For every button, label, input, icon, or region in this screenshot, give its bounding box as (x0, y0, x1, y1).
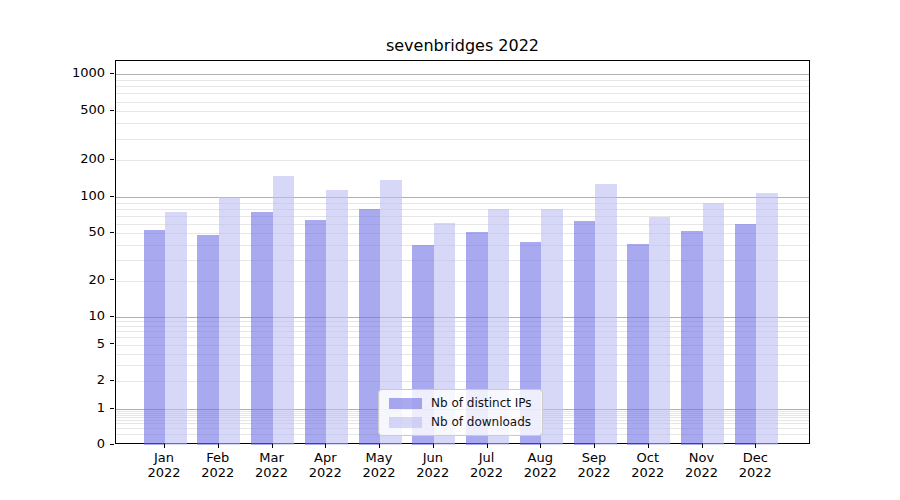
bar-downloads-mar (273, 176, 295, 445)
bar-downloads-apr (326, 190, 348, 445)
y-tick-label: 10 (31, 308, 105, 323)
x-tickmark (755, 444, 756, 448)
y-tick-label: 1000 (31, 65, 105, 80)
y-tick-label: 0 (31, 436, 105, 451)
y-tickmark (110, 159, 114, 160)
x-tickmark (487, 444, 488, 448)
gridline-minor (116, 123, 809, 124)
bar-ips-may (359, 209, 381, 445)
y-tickmark (110, 232, 114, 233)
gridline-minor (116, 93, 809, 94)
y-tick-label: 200 (31, 151, 105, 166)
y-tickmark (110, 380, 114, 381)
y-tick-label: 50 (31, 224, 105, 239)
y-tickmark (110, 343, 114, 344)
bar-ips-apr (305, 220, 327, 446)
figure: sevenbridges 2022 1000500200100502010521… (0, 0, 900, 500)
x-tickmark (540, 444, 541, 448)
bar-ips-mar (251, 212, 273, 445)
legend-swatch-downloads (389, 417, 422, 428)
bar-ips-dec (735, 224, 757, 445)
plot-area (115, 60, 810, 444)
bar-downloads-feb (219, 197, 241, 445)
legend: Nb of distinct IPs Nb of downloads (378, 389, 543, 436)
bar-downloads-jan (165, 212, 187, 445)
gridline-major (116, 74, 809, 75)
legend-item-distinct-ips: Nb of distinct IPs (389, 396, 532, 410)
bar-downloads-oct (649, 217, 671, 445)
bar-ips-jan (144, 230, 166, 445)
x-tickmark (218, 444, 219, 448)
legend-label-downloads: Nb of downloads (431, 415, 531, 429)
chart-title: sevenbridges 2022 (115, 36, 810, 55)
x-tickmark (594, 444, 595, 448)
gridline-minor (116, 80, 809, 81)
gridline-minor (116, 111, 809, 112)
y-tick-label: 5 (31, 336, 105, 351)
y-tick-label: 2 (31, 372, 105, 387)
y-tick-label: 100 (31, 188, 105, 203)
y-tickmark (110, 316, 114, 317)
x-tick-month: Dec (723, 450, 787, 465)
x-tickmark (702, 444, 703, 448)
bar-ips-nov (681, 231, 703, 445)
x-tick-year: 2022 (723, 465, 787, 480)
bar-downloads-dec (756, 193, 778, 445)
y-tickmark (110, 110, 114, 111)
bar-ips-feb (197, 235, 219, 445)
y-tick-label: 1 (31, 400, 105, 415)
gridline-minor (116, 86, 809, 87)
y-tick-label: 500 (31, 102, 105, 117)
x-tickmark (164, 444, 165, 448)
x-tickmark (433, 444, 434, 448)
gridline-minor (116, 102, 809, 103)
x-tickmark (272, 444, 273, 448)
legend-swatch-distinct-ips (389, 398, 422, 409)
gridline-minor (116, 139, 809, 140)
bar-downloads-nov (703, 203, 725, 446)
y-tick-label: 20 (31, 272, 105, 287)
y-tickmark (110, 279, 114, 280)
bar-downloads-aug (541, 209, 563, 445)
y-tickmark (110, 73, 114, 74)
x-tickmark (325, 444, 326, 448)
x-tick-label: Dec2022 (723, 450, 787, 480)
gridline-minor (116, 160, 809, 161)
y-tickmark (110, 408, 114, 409)
bar-ips-oct (627, 244, 649, 446)
bar-ips-sep (574, 221, 596, 445)
legend-label-distinct-ips: Nb of distinct IPs (431, 396, 532, 410)
x-tickmark (379, 444, 380, 448)
legend-item-downloads: Nb of downloads (389, 415, 532, 429)
x-tickmark (648, 444, 649, 448)
y-tickmark (110, 444, 114, 445)
y-tickmark (110, 196, 114, 197)
bar-downloads-sep (595, 184, 617, 445)
